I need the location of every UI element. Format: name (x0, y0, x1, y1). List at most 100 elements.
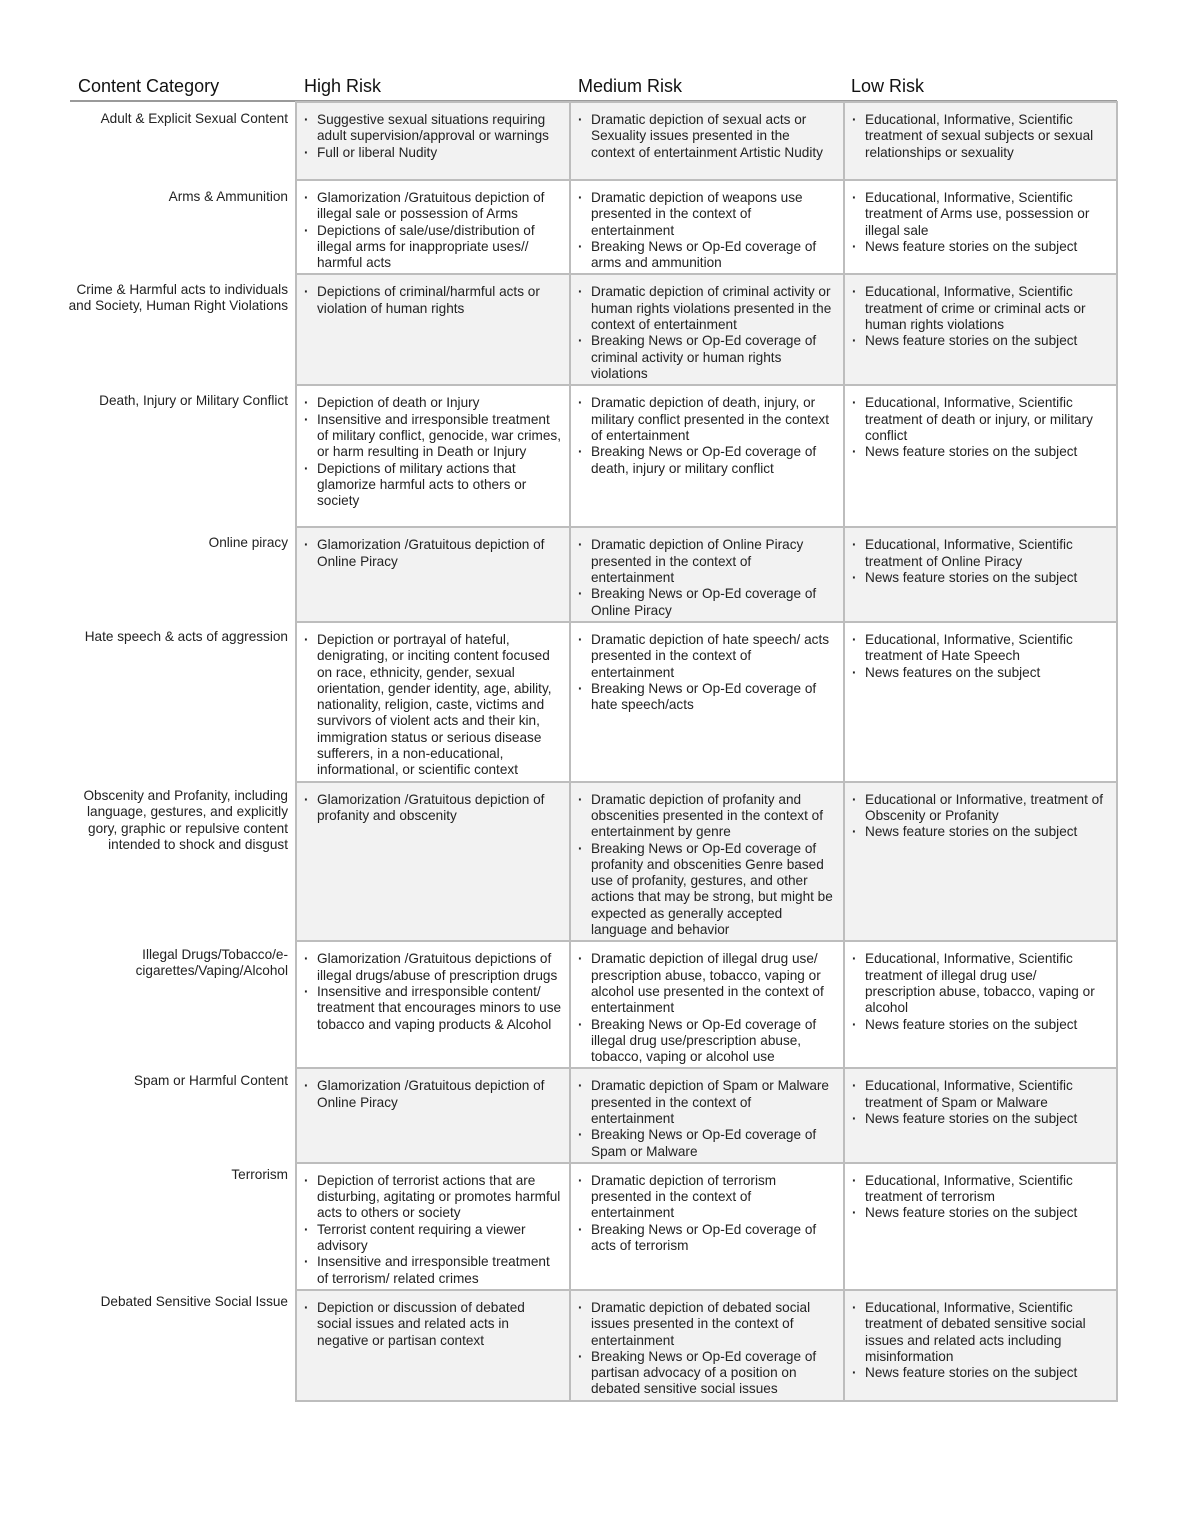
bullet-item: Depiction of death or Injury (304, 395, 563, 412)
medium-risk-cell: Dramatic depiction of debated social iss… (569, 1288, 845, 1402)
medium-risk-cell: Dramatic depiction of sexual acts or Sex… (569, 101, 845, 181)
bullet-item: Full or liberal Nudity (304, 145, 563, 162)
table-row: Depiction of death or InjuryInsensitive … (295, 384, 1118, 529)
table-row: Depiction or discussion of debated socia… (295, 1288, 1118, 1402)
bullet-item: Breaking News or Op-Ed coverage of profa… (578, 841, 837, 939)
bullet-list: Suggestive sexual situations requiring a… (304, 112, 563, 161)
medium-risk-cell: Dramatic depiction of Online Piracy pres… (569, 526, 845, 623)
medium-risk-cell: Dramatic depiction of death, injury, or … (569, 384, 845, 529)
bullet-item: Educational, Informative, Scientific tre… (852, 1078, 1110, 1111)
bullet-item: Educational, Informative, Scientific tre… (852, 395, 1110, 444)
category-label: Hate speech & acts of aggression (84, 629, 288, 644)
bullet-item: Breaking News or Op-Ed coverage of illeg… (578, 1017, 837, 1066)
high-risk-cell: Depiction or portrayal of hateful, denig… (295, 620, 571, 783)
bullet-item: News feature stories on the subject (852, 570, 1110, 587)
bullet-list: Dramatic depiction of sexual acts or Sex… (578, 112, 837, 161)
bullet-item: Insensitive and irresponsible content/ t… (304, 984, 563, 1033)
low-risk-cell: Educational, Informative, Scientific tre… (843, 384, 1118, 529)
high-risk-cell: Depiction of death or InjuryInsensitive … (295, 384, 571, 529)
bullet-list: Depiction of terrorist actions that are … (304, 1173, 563, 1287)
header-low-risk: Low Risk (851, 76, 925, 96)
bullet-item: Educational, Informative, Scientific tre… (852, 951, 1110, 1016)
bullet-item: News feature stories on the subject (852, 444, 1110, 461)
header-content-category: Content Category (78, 76, 220, 96)
bullet-item: Educational, Informative, Scientific tre… (852, 632, 1110, 665)
bullet-item: Dramatic depiction of Online Piracy pres… (578, 537, 837, 586)
bullet-list: Dramatic depiction of criminal activity … (578, 284, 837, 382)
bullet-list: Dramatic depiction of death, injury, or … (578, 395, 837, 476)
high-risk-cell: Suggestive sexual situations requiring a… (295, 101, 571, 181)
bullet-item: Educational, Informative, Scientific tre… (852, 1173, 1110, 1206)
bullet-item: Dramatic depiction of profanity and obsc… (578, 792, 837, 841)
bullet-list: Dramatic depiction of hate speech/ acts … (578, 632, 837, 713)
risk-table: Suggestive sexual situations requiring a… (295, 101, 1118, 1402)
bullet-item: News feature stories on the subject (852, 1111, 1110, 1128)
bullet-list: Educational or Informative, treatment of… (852, 792, 1110, 841)
category-label: Crime & Harmful acts to individuals and … (68, 282, 288, 314)
high-risk-cell: Glamorization /Gratuitous depiction of i… (295, 178, 571, 276)
bullet-item: Breaking News or Op-Ed coverage of death… (578, 444, 837, 477)
medium-risk-cell: Dramatic depiction of weapons use presen… (569, 178, 845, 276)
low-risk-cell: Educational, Informative, Scientific tre… (843, 101, 1118, 181)
bullet-item: Educational or Informative, treatment of… (852, 792, 1110, 825)
table-row: Depictions of criminal/harmful acts or v… (295, 273, 1118, 387)
bullet-item: News feature stories on the subject (852, 333, 1110, 350)
bullet-list: Educational, Informative, Scientific tre… (852, 190, 1110, 255)
bullet-list: Glamorization /Gratuitous depiction of O… (304, 1078, 563, 1111)
medium-risk-cell: Dramatic depiction of criminal activity … (569, 273, 845, 387)
low-risk-cell: Educational, Informative, Scientific tre… (843, 273, 1118, 387)
bullet-list: Depictions of criminal/harmful acts or v… (304, 284, 563, 317)
bullet-item: News feature stories on the subject (852, 824, 1110, 841)
bullet-item: Suggestive sexual situations requiring a… (304, 112, 563, 145)
category-label: Adult & Explicit Sexual Content (100, 111, 288, 126)
bullet-item: Breaking News or Op-Ed coverage of crimi… (578, 333, 837, 382)
bullet-item: Insensitive and irresponsible treatment … (304, 1254, 563, 1287)
bullet-item: Educational, Informative, Scientific tre… (852, 284, 1110, 333)
bullet-item: Breaking News or Op-Ed coverage of parti… (578, 1349, 837, 1398)
bullet-list: Dramatic depiction of weapons use presen… (578, 190, 837, 271)
bullet-item: Breaking News or Op-Ed coverage of Onlin… (578, 586, 837, 619)
header-divider (70, 100, 1117, 102)
bullet-item: Depiction of terrorist actions that are … (304, 1173, 563, 1222)
low-risk-cell: Educational, Informative, Scientific tre… (843, 940, 1118, 1070)
bullet-item: Insensitive and irresponsible treatment … (304, 412, 563, 461)
table-row: Glamorization /Gratuitous depiction of p… (295, 780, 1118, 943)
high-risk-cell: Depictions of criminal/harmful acts or v… (295, 273, 571, 387)
low-risk-cell: Educational, Informative, Scientific tre… (843, 620, 1118, 783)
bullet-item: News feature stories on the subject (852, 1365, 1110, 1382)
bullet-list: Educational, Informative, Scientific tre… (852, 537, 1110, 586)
bullet-item: Educational, Informative, Scientific tre… (852, 190, 1110, 239)
low-risk-cell: Educational, Informative, Scientific tre… (843, 1161, 1118, 1291)
bullet-item: Dramatic depiction of sexual acts or Sex… (578, 112, 837, 161)
bullet-list: Educational, Informative, Scientific tre… (852, 1173, 1110, 1222)
bullet-item: Depiction or portrayal of hateful, denig… (304, 632, 563, 779)
category-label: Illegal Drugs/Tobacco/e-cigarettes/Vapin… (135, 947, 288, 979)
table-row: Depiction of terrorist actions that are … (295, 1161, 1118, 1291)
bullet-list: Depiction or discussion of debated socia… (304, 1300, 563, 1349)
low-risk-cell: Educational, Informative, Scientific tre… (843, 526, 1118, 623)
high-risk-cell: Glamorization /Gratuitous depiction of O… (295, 1067, 571, 1164)
header-medium-risk: Medium Risk (578, 76, 683, 96)
bullet-item: Terrorist content requiring a viewer adv… (304, 1222, 563, 1255)
medium-risk-cell: Dramatic depiction of illegal drug use/ … (569, 940, 845, 1070)
table-row: Glamorization /Gratuitous depictions of … (295, 940, 1118, 1070)
header-high-risk: High Risk (304, 76, 382, 96)
bullet-item: Depictions of sale/use/distribution of i… (304, 223, 563, 272)
bullet-item: Breaking News or Op-Ed coverage of hate … (578, 681, 837, 714)
category-label: Arms & Ammunition (168, 189, 288, 204)
bullet-item: Dramatic depiction of weapons use presen… (578, 190, 837, 239)
bullet-list: Educational, Informative, Scientific tre… (852, 632, 1110, 681)
high-risk-cell: Glamorization /Gratuitous depictions of … (295, 940, 571, 1070)
bullet-item: Glamorization /Gratuitous depictions of … (304, 951, 563, 984)
bullet-list: Glamorization /Gratuitous depiction of p… (304, 792, 563, 825)
bullet-list: Dramatic depiction of Online Piracy pres… (578, 537, 837, 618)
bullet-item: Breaking News or Op-Ed coverage of Spam … (578, 1127, 837, 1160)
high-risk-cell: Depiction of terrorist actions that are … (295, 1161, 571, 1291)
bullet-item: News feature stories on the subject (852, 239, 1110, 256)
table-row: Suggestive sexual situations requiring a… (295, 101, 1118, 181)
table-row: Glamorization /Gratuitous depiction of i… (295, 178, 1118, 276)
bullet-item: Dramatic depiction of debated social iss… (578, 1300, 837, 1349)
bullet-item: Educational, Informative, Scientific tre… (852, 537, 1110, 570)
bullet-item: Dramatic depiction of hate speech/ acts … (578, 632, 837, 681)
high-risk-cell: Glamorization /Gratuitous depiction of O… (295, 526, 571, 623)
